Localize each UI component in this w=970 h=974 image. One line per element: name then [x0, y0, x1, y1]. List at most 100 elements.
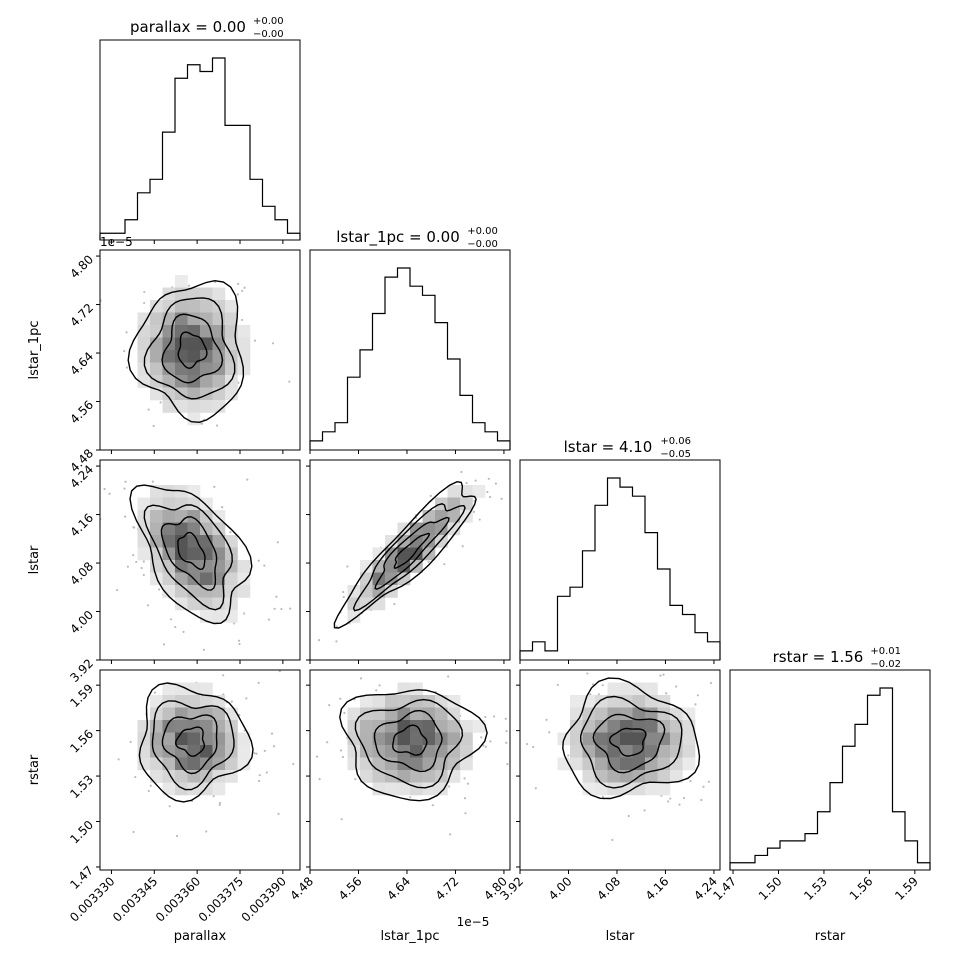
sample-point	[123, 487, 126, 490]
contour-line	[143, 297, 236, 400]
sample-point	[494, 482, 498, 485]
density-cell	[162, 325, 176, 338]
histogram-step-line	[309, 267, 511, 450]
density-cell	[360, 707, 373, 721]
contour-line	[393, 532, 431, 569]
sample-point	[465, 481, 468, 485]
x-tick-label: 0.003375	[196, 874, 246, 924]
density-cell	[175, 560, 188, 573]
sample-point	[343, 711, 346, 715]
density-cell	[632, 732, 646, 746]
histogram-step-line	[519, 477, 721, 660]
density-cell	[645, 682, 658, 696]
sample-point	[600, 630, 602, 632]
sample-point	[696, 694, 699, 697]
density-cell	[225, 312, 238, 326]
density-cell	[435, 707, 448, 721]
sample-point	[205, 830, 208, 833]
y-tick-label: 4.80	[67, 252, 96, 281]
sample-point	[147, 408, 150, 411]
density-cell	[397, 547, 411, 561]
density-cell	[435, 522, 448, 536]
sample-point	[243, 612, 246, 615]
density-cell	[187, 337, 201, 351]
x-tick-label: 4.72	[433, 874, 462, 903]
density-cell	[657, 782, 671, 796]
sample-point	[277, 812, 280, 815]
x-tick-label: 4.64	[384, 874, 413, 903]
density-cell	[162, 522, 176, 536]
x-tick-label: 0.003345	[110, 874, 160, 924]
density-cell	[670, 745, 683, 758]
sample-point	[85, 762, 87, 764]
density-cell	[137, 375, 151, 388]
density-cell	[187, 547, 201, 561]
sample-point	[342, 595, 345, 599]
sample-point	[340, 818, 343, 821]
density-cell	[137, 497, 151, 511]
scatter-panel-rstar-vs-lstar	[516, 630, 721, 874]
density-cell	[595, 695, 608, 708]
density-cell	[570, 695, 583, 708]
density-cell	[162, 535, 176, 548]
sample-point	[153, 691, 157, 694]
density-cell	[162, 350, 176, 363]
density-cell	[237, 560, 251, 573]
title-error-plus: +0.06	[660, 436, 691, 447]
sample-point	[275, 595, 278, 598]
density-cell	[460, 732, 473, 746]
sample-point	[707, 780, 710, 783]
y-axis-rstar: 1.47 1.50 1.53 1.56 1.59 rstar	[27, 681, 96, 892]
panel-frame	[309, 249, 511, 451]
density-cell	[582, 770, 596, 783]
density-cell	[237, 585, 251, 598]
density-cell	[397, 560, 411, 573]
density-cell	[150, 535, 163, 548]
density-cell	[410, 535, 423, 548]
sample-point	[689, 779, 692, 783]
density-cell	[175, 720, 188, 733]
y-tick-label: 4.64	[67, 349, 96, 378]
density-cell	[212, 510, 226, 523]
density-cell	[150, 560, 163, 573]
sample-point	[103, 487, 106, 491]
sample-point	[341, 755, 345, 759]
sample-point	[95, 493, 97, 495]
density-cell	[582, 732, 596, 746]
sample-point	[339, 697, 342, 700]
sample-point	[643, 809, 646, 812]
density-cell	[225, 300, 238, 313]
panel-content	[315, 675, 509, 836]
density-cell	[175, 325, 188, 338]
density-cell	[162, 682, 176, 696]
density-cell	[175, 732, 188, 746]
density-cell	[645, 757, 658, 771]
sample-point	[280, 607, 283, 611]
sample-point	[469, 443, 471, 445]
density-cell	[410, 745, 423, 758]
histogram-title: parallax = 0.00	[130, 18, 246, 36]
sample-point	[292, 762, 295, 766]
sample-point	[162, 643, 166, 646]
sample-point	[359, 677, 363, 680]
sample-point	[115, 588, 119, 592]
sample-point	[534, 787, 537, 790]
histogram-panel-lstar_1pc: lstar_1pc = 0.00 +0.00 −0.00	[309, 226, 511, 454]
density-cell	[447, 510, 461, 523]
sample-point	[500, 497, 503, 500]
sample-point	[586, 672, 589, 675]
density-cell	[200, 287, 213, 301]
density-cell	[237, 350, 251, 363]
density-cell	[187, 287, 201, 301]
density-cell	[187, 387, 201, 401]
density-cell	[212, 375, 226, 388]
histogram-panel-lstar: lstar = 4.10 +0.06 −0.05	[519, 436, 721, 664]
density-cell	[187, 695, 201, 708]
y-axis-label: rstar	[27, 754, 42, 785]
density-cell	[175, 572, 188, 586]
density-cell	[657, 707, 671, 721]
density-cell	[225, 572, 238, 586]
histogram-title: lstar_1pc = 0.00	[336, 228, 460, 247]
panel-content	[317, 443, 503, 643]
scatter-panel-rstar-vs-parallax	[85, 669, 301, 874]
